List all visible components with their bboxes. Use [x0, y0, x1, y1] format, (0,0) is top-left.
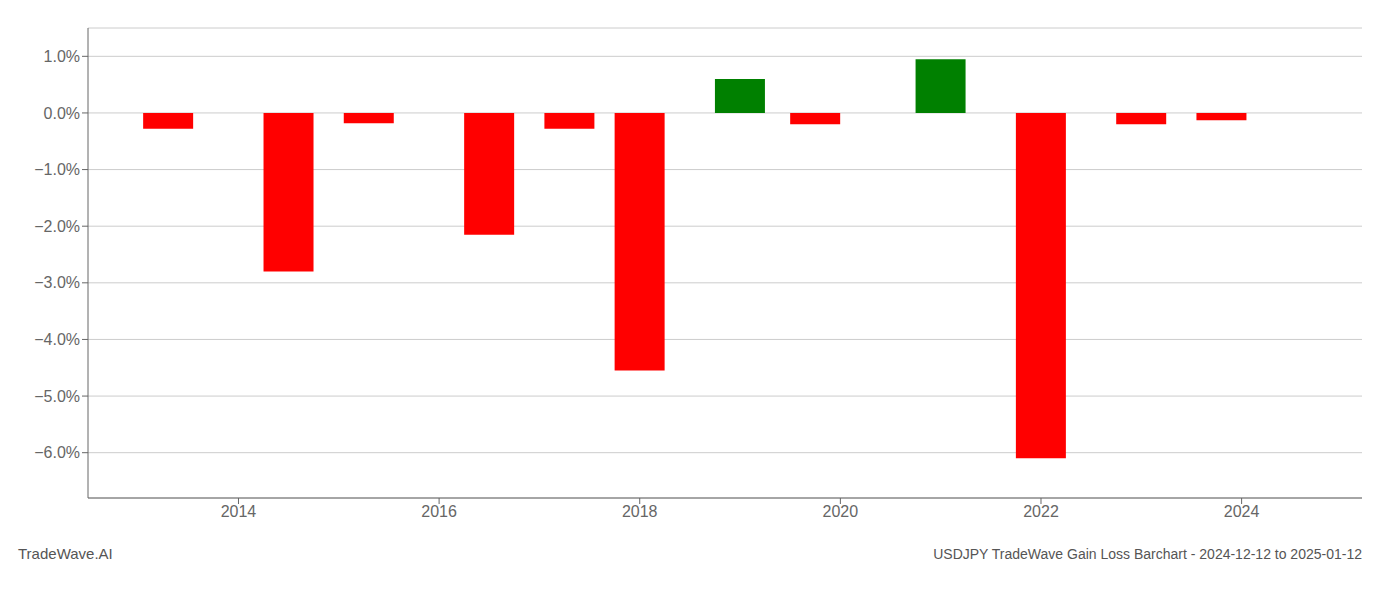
html-text:USDJPY TradeWave Gain Loss Bar: USDJPY TradeWave Gain Loss Barchart - 20… — [933, 546, 1362, 562]
svg-text:−4.0%: −4.0% — [34, 331, 80, 348]
svg-text:1.0%: 1.0% — [44, 48, 80, 65]
svg-text:2024: 2024 — [1224, 503, 1260, 520]
svg-text:2014: 2014 — [221, 503, 257, 520]
svg-text:2020: 2020 — [823, 503, 859, 520]
svg-text:0.0%: 0.0% — [44, 105, 80, 122]
svg-text:−2.0%: −2.0% — [34, 218, 80, 235]
svg-text:2016: 2016 — [421, 503, 457, 520]
svg-text:2018: 2018 — [622, 503, 658, 520]
svg-text:−6.0%: −6.0% — [34, 444, 80, 461]
svg-text:−5.0%: −5.0% — [34, 388, 80, 405]
svg-text:−1.0%: −1.0% — [34, 161, 80, 178]
svg-text:2022: 2022 — [1023, 503, 1059, 520]
svg-text:−3.0%: −3.0% — [34, 274, 80, 291]
html-text:TradeWave.AI: TradeWave.AI — [18, 545, 113, 562]
